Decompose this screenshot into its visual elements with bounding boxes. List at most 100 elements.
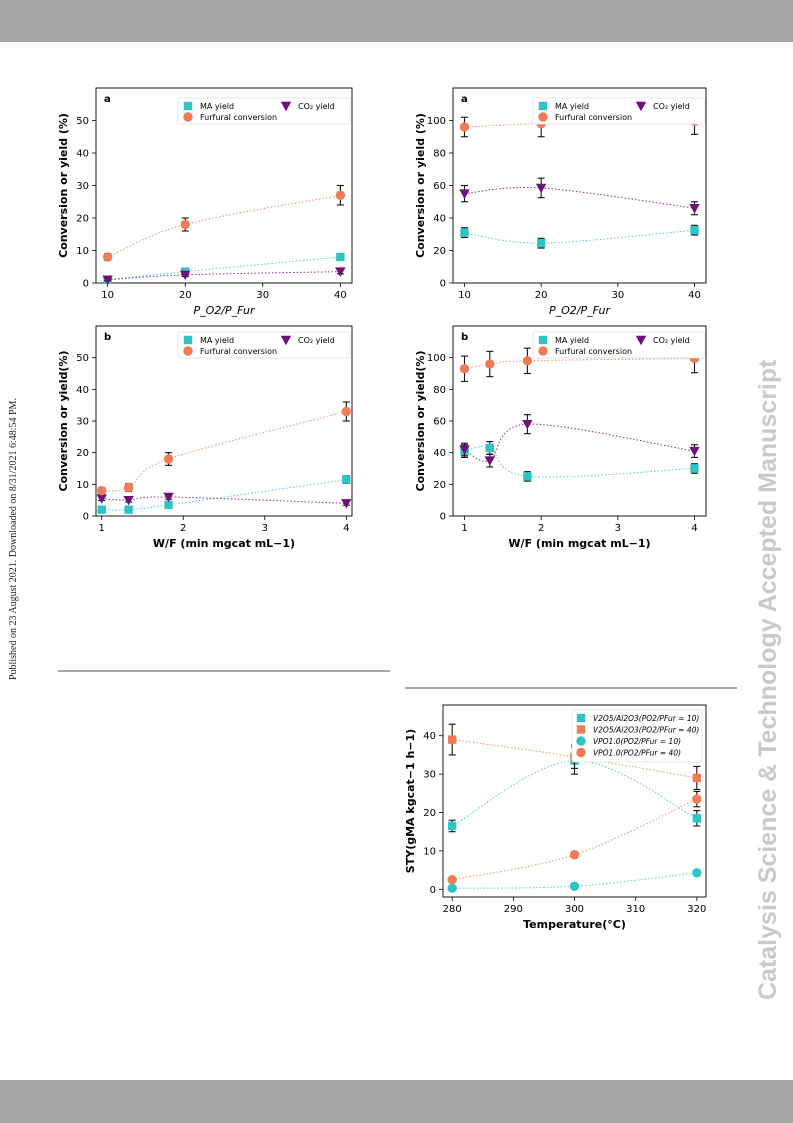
y-axis-label: Conversion or yield (%) [57, 113, 70, 258]
x-tick-label: 20 [179, 290, 192, 301]
y-tick-label: 40 [433, 448, 446, 459]
y-tick-label: 20 [76, 214, 89, 225]
series-3 [447, 790, 702, 885]
x-tick-label: 10 [458, 290, 471, 301]
y-tick-label: 20 [423, 808, 436, 819]
legend-label: Furfural conversion [555, 347, 632, 356]
trend-line [452, 872, 697, 889]
legend-marker [183, 346, 193, 356]
data-point [692, 868, 702, 878]
data-point [164, 500, 173, 510]
trend-line [107, 256, 341, 281]
data-point [163, 492, 174, 503]
series-1 [447, 723, 702, 791]
data-point [459, 122, 470, 132]
plot-frame [442, 704, 707, 898]
legend-label: CO₂ yield [298, 102, 335, 111]
data-point [447, 875, 457, 885]
data-point [341, 406, 351, 417]
x-tick-label: 2 [180, 523, 186, 534]
data-point [690, 225, 699, 235]
data-point [485, 443, 494, 453]
data-point [447, 883, 457, 893]
panel-label: a [104, 94, 111, 105]
x-tick-label: 3 [262, 523, 268, 534]
data-point [102, 275, 113, 285]
x-tick-label: 290 [504, 904, 523, 915]
legend-label: MA yield [555, 102, 589, 111]
legend-marker [576, 736, 586, 746]
series-1 [459, 177, 700, 216]
data-point [570, 756, 579, 765]
data-point [335, 267, 346, 277]
legend: MA yield CO₂ yield Furfural conversion [532, 97, 706, 125]
trend-line [452, 798, 698, 881]
legend-label: Furfural conversion [200, 347, 277, 356]
plot-frame [95, 87, 353, 284]
x-tick-label: 3 [615, 523, 621, 534]
y-tick-label: 30 [423, 770, 436, 781]
data-point [522, 356, 533, 366]
data-point [523, 472, 532, 481]
series-0 [460, 224, 699, 249]
y-tick-label: 40 [423, 731, 436, 742]
y-tick-label: 0 [83, 279, 89, 290]
data-point [123, 482, 134, 493]
data-point [689, 353, 700, 364]
data-point [535, 183, 547, 194]
data-point [97, 485, 107, 496]
y-tick-label: 40 [76, 385, 89, 396]
data-point [692, 773, 702, 783]
legend-label: CO₂ yield [298, 336, 335, 345]
data-point [689, 116, 700, 127]
panel-label: b [104, 332, 111, 343]
series-0 [447, 746, 702, 833]
series-2 [459, 107, 700, 138]
series-1 [96, 492, 352, 509]
trend-line [464, 186, 695, 209]
series-2 [459, 343, 700, 382]
x-tick-label: 1 [461, 523, 467, 534]
data-point [689, 204, 700, 214]
x-tick-label: 310 [626, 904, 645, 915]
data-point [690, 464, 699, 473]
x-tick-label: 40 [334, 290, 347, 301]
x-axis-label: Temperature(°C) [523, 918, 626, 931]
legend-marker [538, 101, 548, 111]
legend-label: VPO1.0(PO2/PFur = 10) [593, 737, 681, 746]
y-tick-label: 10 [423, 846, 436, 857]
legend-marker [635, 335, 647, 346]
y-tick-label: 20 [76, 448, 89, 459]
y-tick-label: 100 [427, 353, 446, 364]
x-tick-label: 40 [688, 290, 701, 301]
y-tick-label: 40 [76, 149, 89, 160]
y-tick-label: 10 [76, 246, 89, 257]
legend-marker [538, 346, 548, 356]
trend-line [464, 423, 695, 462]
data-point [569, 881, 580, 891]
data-point [123, 495, 134, 506]
legend-label: V2O5/Al2O3(PO2/PFur = 40) [593, 726, 699, 735]
legend-label: V2O5/Al2O3(PO2/PFur = 10) [593, 714, 699, 723]
trend-line [464, 446, 695, 478]
panel-label: b [461, 332, 468, 343]
data-point [447, 821, 457, 831]
data-point [447, 735, 457, 744]
data-point [181, 267, 190, 276]
data-point [484, 456, 495, 466]
x-tick-label: 300 [565, 904, 584, 915]
published-note: Published on 23 August 2021. Downloaded … [8, 398, 19, 680]
data-point [459, 189, 470, 199]
legend-label: CO₂ yield [653, 336, 690, 345]
legend-marker [576, 747, 586, 758]
data-point [569, 850, 580, 860]
divider-right [405, 687, 737, 689]
legend-box [532, 97, 706, 125]
y-tick-label: 20 [433, 480, 446, 491]
series-0 [97, 475, 351, 514]
legend: MA yield CO₂ yield Furfural conversion [532, 331, 706, 359]
